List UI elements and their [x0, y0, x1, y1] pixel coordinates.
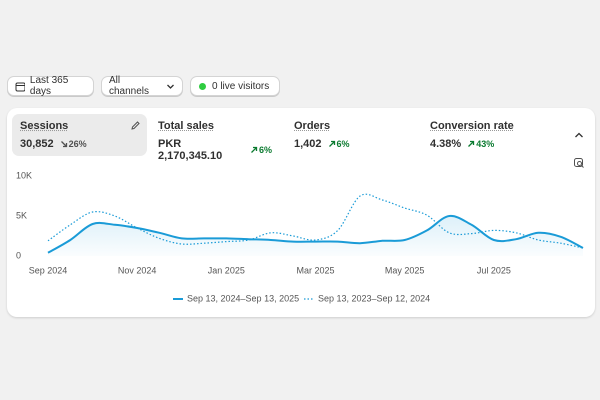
- series-line: [47, 214, 584, 254]
- y-tick-label: 10K: [16, 170, 32, 180]
- metric-row: 30,852 26%: [20, 138, 139, 150]
- button-label: Last 365 days: [29, 75, 69, 97]
- change-value: 6%: [336, 139, 350, 149]
- change-value: 26%: [68, 139, 87, 149]
- trend-arrow: [251, 146, 258, 153]
- change-value: 6%: [258, 145, 272, 155]
- metric-label: Total sales: [158, 120, 215, 132]
- metric-row: 1,402 6%: [294, 138, 408, 150]
- x-tick-label: Mar 2025: [296, 265, 334, 275]
- trend-arrow: [328, 140, 335, 147]
- arrow-path: [468, 140, 475, 147]
- x-tick-label: May 2025: [385, 265, 425, 275]
- arrow-path: [251, 146, 258, 153]
- metric-change: 6%: [328, 139, 350, 149]
- metric-value: 1,402: [294, 138, 322, 150]
- x-tick-label: Nov 2024: [118, 265, 157, 275]
- metric-tile[interactable]: Sessions 30,852 26%: [12, 114, 147, 156]
- metric-change: 6%: [250, 145, 272, 155]
- x-tick-label: Jan 2025: [208, 265, 245, 275]
- button-label: All channels: [109, 75, 150, 97]
- metric-row: 4.38% 43%: [430, 138, 554, 150]
- legend-label: Sep 13, 2024–Sep 13, 2025: [187, 293, 299, 303]
- change-value: 43%: [476, 139, 495, 149]
- x-tick-label: Jul 2025: [477, 265, 511, 275]
- metric-tile: Conversion rate 4.38% 43%: [422, 114, 562, 156]
- collapse-button[interactable]: [574, 130, 584, 140]
- metric-value: 30,852: [20, 138, 54, 150]
- metric-value: PKR 2,170,345.10: [158, 138, 223, 162]
- metric-row: PKR 2,170,345.10 6%: [158, 138, 272, 162]
- metric-tile: Orders 1,402 6%: [286, 114, 416, 156]
- legend-label: Sep 13, 2023–Sep 12, 2024: [318, 293, 430, 303]
- arrow-path: [328, 140, 335, 147]
- edit-icon[interactable]: [130, 120, 141, 131]
- trend-arrow: [468, 140, 475, 147]
- live-dot: [199, 82, 206, 90]
- y-tick-label: 0: [16, 250, 21, 260]
- channel-button[interactable]: All channels: [101, 75, 183, 97]
- metric-label: Conversion rate: [430, 120, 514, 132]
- trend-arrow: [60, 141, 67, 148]
- metric-label: Orders: [294, 120, 331, 132]
- x-tick-label: Sep 2024: [29, 265, 68, 275]
- metric-change: 43%: [467, 139, 494, 149]
- metric-value: 4.38%: [430, 138, 462, 150]
- button-label: 0 live visitors: [212, 80, 270, 92]
- metric-tile: Total sales PKR 2,170,345.10 6%: [150, 114, 280, 162]
- arrow-path: [60, 141, 67, 148]
- live-visitors-button[interactable]: 0 live visitors: [190, 76, 280, 96]
- chart-settings-icon[interactable]: [573, 157, 585, 169]
- chevron-down: [167, 84, 175, 89]
- metric-label: Sessions: [20, 120, 69, 132]
- date-range-button[interactable]: Last 365 days: [7, 75, 94, 97]
- series-area: [48, 215, 583, 256]
- y-tick-label: 5K: [16, 210, 27, 220]
- metric-change: 26%: [60, 139, 87, 149]
- calendar-icon: [15, 82, 25, 91]
